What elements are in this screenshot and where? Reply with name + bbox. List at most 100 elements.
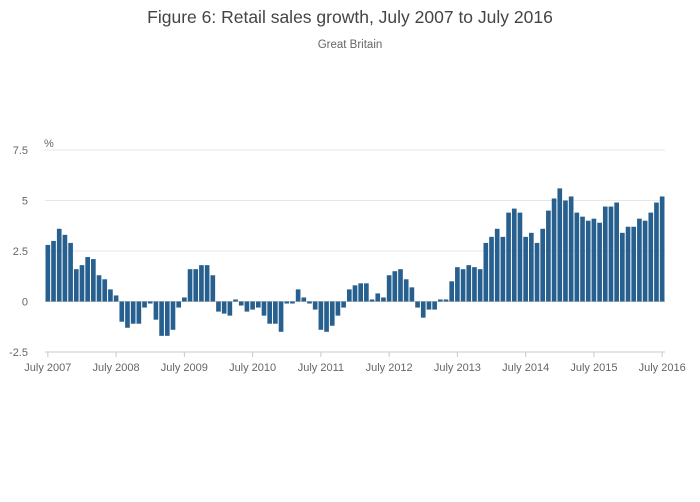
bar: Oct 2007: 3.3 [62,234,68,302]
bar: Aug 2010: -0.3 [255,301,261,308]
bar: Dec 2007: 1.6 [73,269,79,302]
bar: Apr 2012: 0.1 [369,299,375,302]
bar: May 2008: 1.1 [102,279,108,302]
bar: May 2010: -0.2 [238,301,244,306]
bar: Sep 2011: -1.2 [329,301,335,326]
bar: Oct 2011: -0.7 [335,301,341,316]
bar: Sep 2008: -1.3 [125,301,130,328]
bar: Feb 2011: -0.1 [290,301,295,304]
bar: Nov 2014: 4.5 [546,210,551,302]
bar: Feb 2008: 2.2 [85,257,90,302]
bar: Jul 2011: -1.4 [318,301,324,330]
bar: Aug 2012: 1.5 [392,271,398,302]
bar: Feb 2009: -0.9 [153,301,159,320]
bar: May 2012: 0.4 [375,293,381,302]
x-tick-label: July 2008 [93,362,140,374]
bar: Jun 2016: 4.9 [654,202,659,302]
y-tick-label: 2.5 [13,246,28,258]
chart-title: Figure 6: Retail sales growth, July 2007… [147,7,553,27]
bar: Nov 2009: 1.8 [204,265,210,302]
bar: Jan 2009: -0.1 [147,301,153,304]
y-tick-label: 0 [22,297,28,309]
bar: Jan 2016: 3.7 [625,226,631,302]
x-tick-label: July 2007 [24,362,71,374]
bar: Dec 2013: 2.9 [483,242,489,302]
bar: May 2014: 4.6 [511,208,517,302]
bar: Mar 2012: 0.9 [364,283,369,302]
bar: Sep 2015: 4.7 [602,206,608,302]
bar: Oct 2014: 3.6 [540,228,546,302]
bar: Jan 2010: -0.5 [216,301,221,312]
bar: Mar 2013: -0.4 [432,301,437,310]
bar: May 2016: 4.4 [648,212,654,302]
bar: Dec 2011: 0.6 [346,289,352,302]
bar: May 2011: -0.1 [307,301,312,304]
bar: Nov 2008: -1.1 [136,301,142,324]
bar: Sep 2010: -0.7 [261,301,267,316]
bar: Apr 2016: 4 [642,220,648,302]
bar: Aug 2009: 1.6 [187,269,193,302]
x-ticks: July 2007 July 2008 July 2009 July 2010 July… [24,352,686,374]
bar: Jul 2007: 2.8 [45,244,51,302]
bar: Mar 2014: 3.2 [500,236,506,302]
bar: Jan 2011: -0.1 [284,301,290,304]
bar: Sep 2007: 3.6 [56,228,62,302]
bar: Nov 2007: 2.9 [68,242,73,302]
bar: Aug 2013: 1.6 [460,269,466,302]
bar: Jun 2009: -0.3 [176,301,181,308]
bar: Oct 2015: 4.7 [608,206,614,302]
bar: May 2015: 4.2 [580,216,585,302]
y-tick-labels: 7.5 5 2.5 0 -2.5 [9,145,28,359]
bar: Jan 2015: 5.6 [557,188,563,302]
x-tick-label: July 2012 [366,362,413,374]
y-tick-label: 7.5 [13,145,28,157]
bar: Jun 2010: -0.5 [244,301,250,312]
bar: Sep 2009: 1.6 [193,269,199,302]
bar: Apr 2009: -1.7 [164,301,170,336]
bar: Oct 2013: 1.7 [472,267,477,302]
bar: Apr 2015: 4.4 [574,212,580,302]
bar: Aug 2014: 3.4 [529,232,534,302]
bar: Mar 2015: 5.2 [568,196,574,302]
bar: Apr 2011: 0.2 [301,297,307,302]
bar: Sep 2013: 1.8 [466,265,472,302]
bar: Jun 2012: 0.2 [381,297,386,302]
bar: May 2013: 0.1 [443,299,449,302]
bar: Feb 2012: 0.9 [358,283,364,302]
x-tick-label: July 2013 [434,362,481,374]
bar: Sep 2012: 1.6 [398,269,403,302]
x-tick-label: July 2015 [570,362,617,374]
chart-subtitle: Great Britain [318,39,383,51]
bar: Jun 2014: 4.4 [517,212,523,302]
x-tick-label: July 2009 [161,362,208,374]
bar: May 2009: -1.4 [170,301,176,330]
bar: Nov 2013: 1.6 [477,269,483,302]
bar-series: Jul 2007: 2.8Aug 2007: 3Sep 2007: 3.6Oct… [45,188,665,336]
bar: Mar 2010: -0.7 [227,301,233,316]
bar: Aug 2007: 3 [51,240,56,302]
bar: Jan 2008: 1.8 [79,265,85,302]
bar: Jul 2013: 1.7 [455,267,460,302]
bar: Feb 2013: -0.4 [426,301,432,310]
bar: Feb 2014: 3.6 [494,228,500,302]
bar: Dec 2008: -0.3 [142,301,147,308]
bar: Apr 2008: 1.3 [96,275,102,302]
bar: Mar 2016: 4.1 [637,218,642,302]
bar: Dec 2014: 5.1 [551,198,557,302]
bar: Dec 2012: -0.3 [415,301,420,308]
bar: Oct 2010: -1.1 [267,301,273,324]
bar: Oct 2008: -1.1 [130,301,136,324]
bar: Mar 2008: 2.1 [91,259,96,302]
bar: Jan 2013: -0.8 [420,301,426,318]
y-tick-label: 5 [22,196,28,208]
bar: Feb 2016: 3.7 [631,226,637,302]
bar: Jun 2011: -0.4 [312,301,318,310]
bar: Jul 2016: 5.2 [659,196,665,302]
x-tick-label: July 2014 [502,362,549,374]
bar: Apr 2010: 0.1 [233,299,238,302]
bar: Mar 2011: 0.6 [295,289,301,302]
bar: Jul 2008: 0.3 [113,295,119,302]
bar: Oct 2009: 1.8 [199,265,204,302]
bar: Jul 2010: -0.4 [250,301,255,310]
